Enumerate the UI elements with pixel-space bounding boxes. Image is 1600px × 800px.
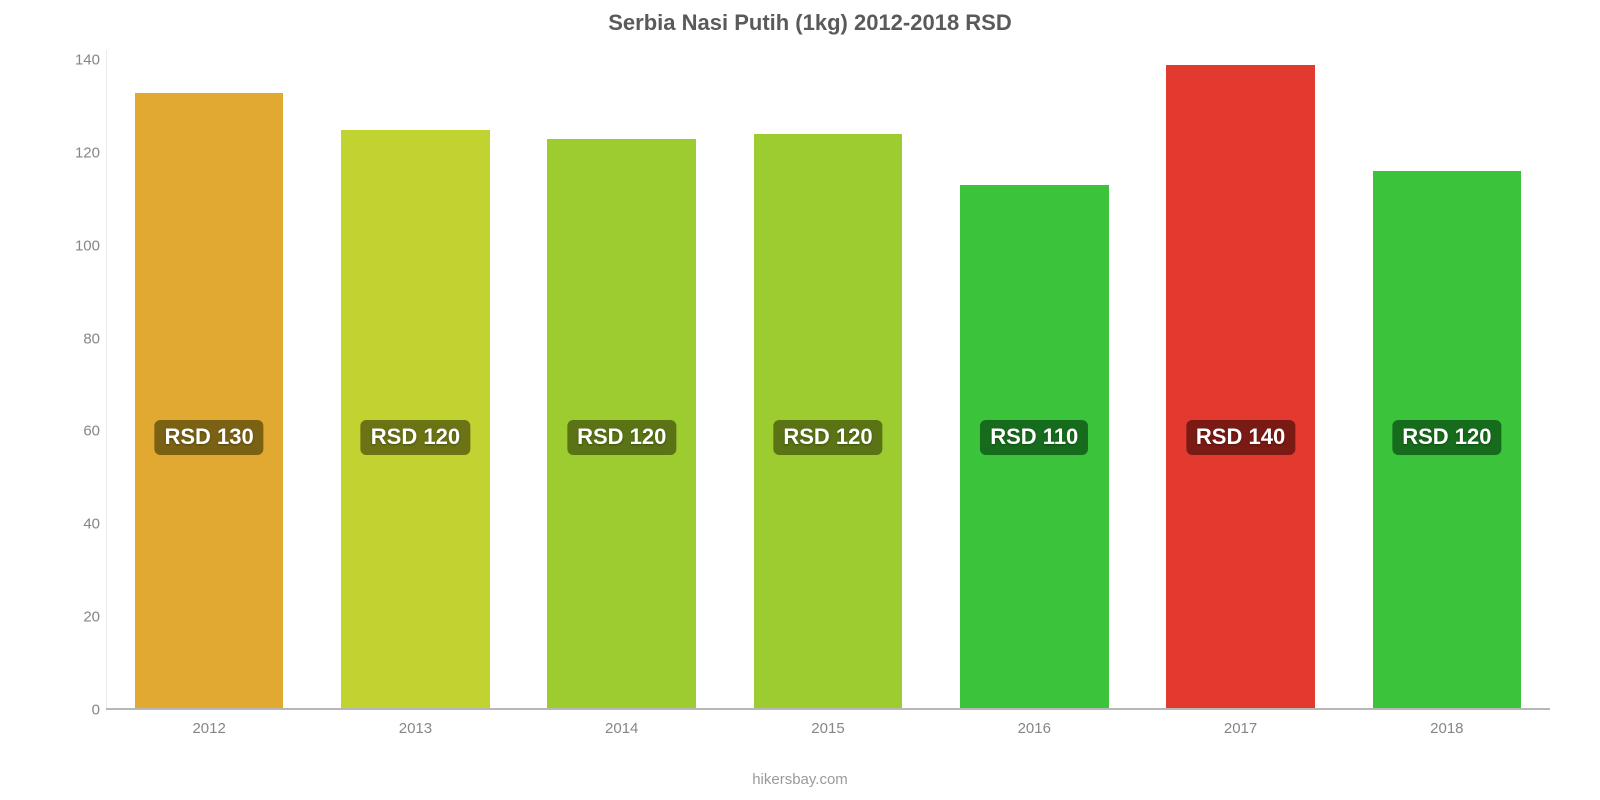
credit-text: hikersbay.com: [752, 771, 848, 788]
plot-area: 020406080100120140 RSD 1302012RSD 120201…: [106, 60, 1550, 710]
x-tick-label: 2014: [605, 720, 638, 737]
chart-title: Serbia Nasi Putih (1kg) 2012-2018 RSD: [60, 10, 1560, 36]
bar-slot: RSD 1202014: [519, 60, 725, 710]
x-tick-label: 2012: [192, 720, 225, 737]
bar-value-label: RSD 120: [567, 420, 676, 455]
bar-value-label: RSD 130: [155, 420, 264, 455]
y-tick-label: 100: [60, 237, 100, 254]
x-tick-label: 2015: [811, 720, 844, 737]
bar-value-label: RSD 140: [1186, 420, 1295, 455]
y-tick-label: 40: [60, 516, 100, 533]
x-tick-label: 2013: [399, 720, 432, 737]
bar-value-label: RSD 110: [980, 420, 1088, 455]
bar-slot: RSD 1402017: [1137, 60, 1343, 710]
bar-slot: RSD 1202013: [312, 60, 518, 710]
bar: [135, 93, 284, 711]
y-tick-label: 20: [60, 609, 100, 626]
y-tick-label: 0: [60, 702, 100, 719]
bar-slot: RSD 1202015: [725, 60, 931, 710]
bar-slot: RSD 1102016: [931, 60, 1137, 710]
bar-value-label: RSD 120: [773, 420, 882, 455]
y-tick-label: 140: [60, 52, 100, 69]
x-tick-label: 2017: [1224, 720, 1257, 737]
x-tick-label: 2016: [1018, 720, 1051, 737]
x-tick-label: 2018: [1430, 720, 1463, 737]
y-tick-label: 60: [60, 423, 100, 440]
bar-value-label: RSD 120: [1392, 420, 1501, 455]
x-axis-line: [106, 708, 1550, 710]
bar-slot: RSD 1302012: [106, 60, 312, 710]
chart-container: Serbia Nasi Putih (1kg) 2012-2018 RSD 0 2…: [60, 10, 1560, 750]
y-tick-label: 120: [60, 144, 100, 161]
y-tick-label: 80: [60, 330, 100, 347]
bar: [1166, 65, 1315, 710]
bar-slot: RSD 1202018: [1344, 60, 1550, 710]
bars-group: RSD 1302012RSD 1202013RSD 1202014RSD 120…: [106, 60, 1550, 710]
bar-value-label: RSD 120: [361, 420, 470, 455]
